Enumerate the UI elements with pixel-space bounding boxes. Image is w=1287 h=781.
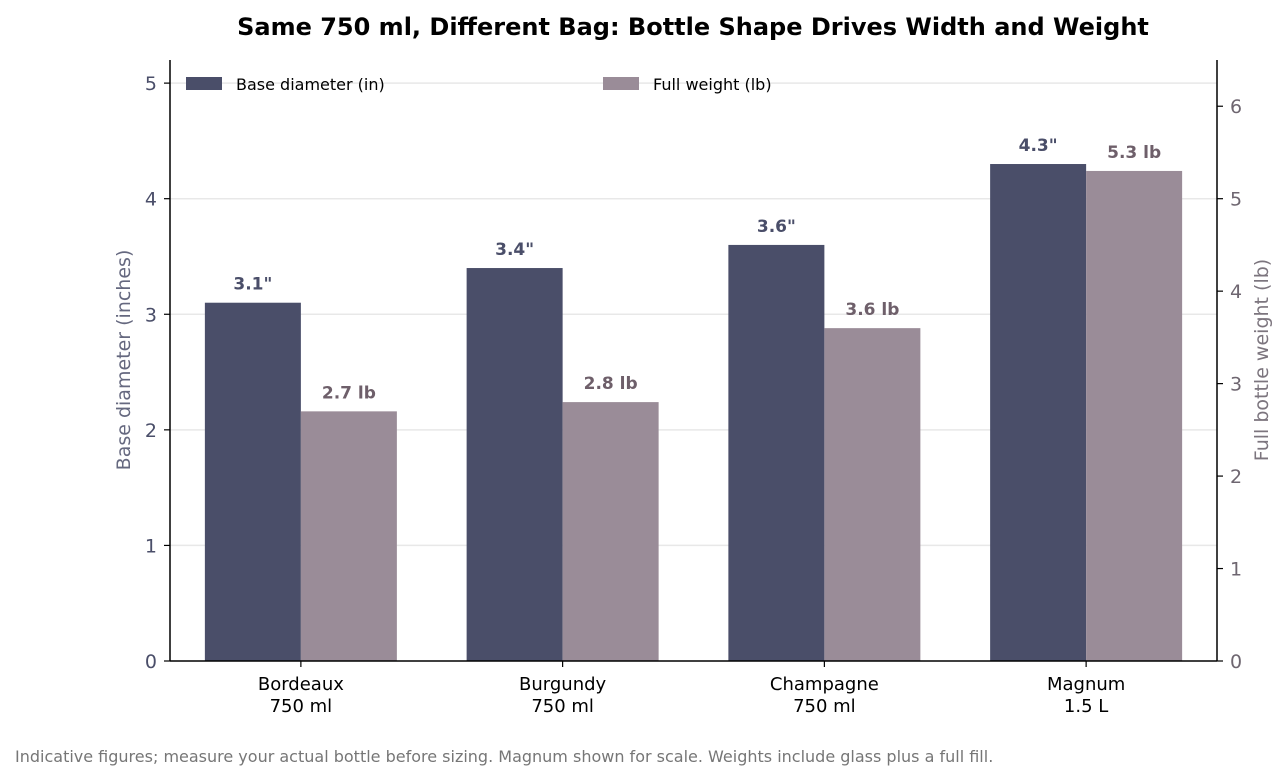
- category-label-line: Champagne: [770, 674, 879, 695]
- data-labels: 3.1" 2.7 lb 3.4" 2.8 lb 3.6" 3.6 lb 4.3" 5.3 lb: [233, 136, 1161, 403]
- data-label-weight: 5.3 lb: [1107, 143, 1161, 163]
- category-label-line: Burgundy: [519, 674, 607, 695]
- category-label-line: 1.5 L: [1064, 696, 1108, 717]
- right-tick-label: 6: [1230, 96, 1242, 118]
- bar-weight: [1086, 170, 1183, 661]
- category-label: Champagne 750 ml: [770, 674, 879, 717]
- category-label-line: Magnum: [1047, 674, 1125, 695]
- left-tick-label: 4: [145, 189, 157, 211]
- right-tick-label: 2: [1230, 466, 1242, 488]
- category-label: Bordeaux 750 ml: [258, 674, 344, 717]
- left-axis-ticks: 0 1 2 3 4 5: [145, 73, 170, 673]
- left-axis-label: Base diameter (inches): [113, 250, 135, 471]
- left-tick-label: 1: [145, 535, 157, 557]
- data-label-weight: 2.8 lb: [584, 374, 638, 394]
- category-label-line: 750 ml: [270, 696, 333, 717]
- category-label-line: 750 ml: [531, 696, 594, 717]
- bar-weight: [300, 411, 397, 661]
- left-tick-label: 5: [145, 73, 157, 95]
- bar-diameter: [728, 244, 825, 661]
- bar-diameter: [466, 268, 563, 661]
- left-tick-label: 0: [145, 651, 157, 673]
- legend-label-diameter: Base diameter (in): [236, 75, 385, 94]
- left-tick-label: 2: [145, 420, 157, 442]
- category-label: Magnum 1.5 L: [1047, 674, 1125, 717]
- right-tick-label: 0: [1230, 651, 1242, 673]
- left-tick-label: 3: [145, 304, 157, 326]
- category-label-line: 750 ml: [793, 696, 856, 717]
- chart-title: Same 750 ml, Different Bag: Bottle Shape…: [237, 13, 1149, 41]
- bar-diameter: [990, 164, 1087, 661]
- right-axis-label: Full bottle weight (lb): [1251, 259, 1273, 461]
- data-label-diameter: 3.1": [233, 275, 272, 295]
- data-label-weight: 3.6 lb: [845, 300, 899, 320]
- bar-diameter: [204, 302, 301, 661]
- legend-label-weight: Full weight (lb): [653, 75, 772, 94]
- bars: [204, 164, 1183, 661]
- legend-swatch-diameter: [186, 77, 222, 90]
- category-label-line: Bordeaux: [258, 674, 344, 695]
- data-label-diameter: 4.3": [1019, 136, 1058, 156]
- data-label-diameter: 3.4": [495, 240, 534, 260]
- bar-weight: [824, 328, 921, 661]
- data-label-weight: 2.7 lb: [322, 383, 376, 403]
- category-label: Burgundy 750 ml: [519, 674, 607, 717]
- right-tick-label: 4: [1230, 281, 1242, 303]
- right-axis-ticks: 0 1 2 3 4 5 6: [1217, 96, 1242, 673]
- right-tick-label: 1: [1230, 559, 1242, 581]
- footnote: Indicative figures; measure your actual …: [15, 747, 993, 766]
- legend-swatch-weight: [603, 77, 639, 90]
- bar-weight: [562, 402, 659, 661]
- data-label-diameter: 3.6": [757, 217, 796, 237]
- legend: Base diameter (in) Full weight (lb): [186, 75, 772, 94]
- right-tick-label: 3: [1230, 374, 1242, 396]
- right-tick-label: 5: [1230, 189, 1242, 211]
